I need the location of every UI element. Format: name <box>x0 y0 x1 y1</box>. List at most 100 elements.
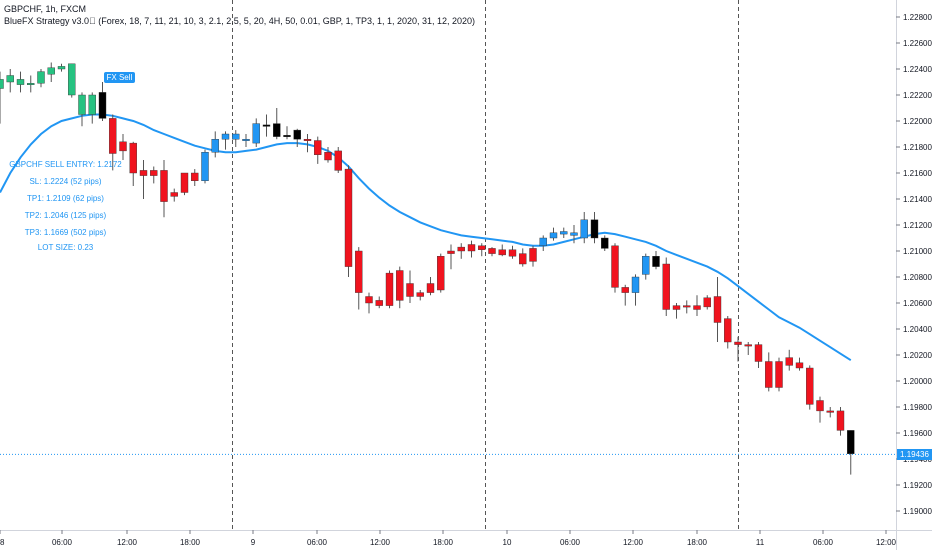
candle-body <box>57 66 66 70</box>
candle-body <box>529 248 537 262</box>
candle-body <box>498 249 506 256</box>
candles <box>0 62 855 475</box>
candle-body <box>457 246 465 252</box>
candle-body <box>478 245 486 250</box>
time-tick-label: 06:00 <box>307 538 328 547</box>
time-tick-label: 11 <box>756 538 765 547</box>
candle-body <box>785 357 793 366</box>
candle-body <box>109 118 117 154</box>
time-tick-label: 12:00 <box>876 538 897 547</box>
price-tick-label: 1.21000 <box>903 247 932 256</box>
candle-body <box>621 287 629 293</box>
candle-body <box>795 362 804 369</box>
time-tick-label: 06:00 <box>560 538 581 547</box>
candle-body <box>467 244 476 252</box>
candle-body <box>232 133 240 140</box>
tp2-text: TP2: 1.2046 (125 pips) <box>24 211 107 220</box>
time-tick-label: 12:00 <box>370 538 391 547</box>
candle-body <box>283 135 291 138</box>
time-tick-label: 06:00 <box>52 538 73 547</box>
candle-body <box>426 283 435 293</box>
price-tick-label: 1.19200 <box>903 481 932 490</box>
candle-body <box>47 67 55 75</box>
candle-body <box>642 256 650 275</box>
time-tick-label: 18:00 <box>180 538 201 547</box>
candle-body <box>560 231 568 235</box>
session-separators <box>232 0 739 530</box>
indicator-title[interactable]: BlueFX Strategy v3.0⃝ (Forex, 18, 7, 11,… <box>4 16 476 26</box>
candle-body <box>611 245 619 288</box>
candle-body <box>252 123 260 144</box>
price-tick-label: 1.21200 <box>903 221 932 230</box>
candle-body <box>508 249 517 257</box>
candle-body <box>816 400 824 412</box>
candle-body <box>334 150 342 171</box>
candle-body <box>139 170 148 176</box>
candle-body <box>601 237 609 249</box>
candle-body <box>365 296 373 304</box>
price-tick-label: 1.22000 <box>903 117 932 126</box>
candle-body <box>754 344 763 362</box>
candle-body <box>826 410 834 413</box>
candle-body <box>385 272 394 306</box>
candle-body <box>396 270 404 301</box>
price-tick-label: 1.20800 <box>903 273 932 282</box>
ma-polyline <box>0 113 852 362</box>
candle-body <box>88 94 96 115</box>
candle-body <box>314 140 322 156</box>
candle-body <box>631 276 640 293</box>
time-axis[interactable]: 8 06:00 12:00 18:00 9 06:00 12:00 18:00 10 06:00 1… <box>0 530 897 547</box>
time-tick-label: 06:00 <box>813 538 834 547</box>
candle-body <box>27 83 35 86</box>
price-tick-label: 1.22800 <box>903 13 932 22</box>
candle-body <box>744 344 752 347</box>
time-tick-label: 12:00 <box>117 538 138 547</box>
price-axis[interactable]: 1.22800 1.22600 1.22400 1.22200 1.22000 1.218… <box>896 13 932 516</box>
stop-loss-text: SL: 1.2224 (52 pips) <box>29 177 102 186</box>
candle-body <box>355 250 363 293</box>
candle-body <box>119 141 127 152</box>
price-tick-label: 1.22600 <box>903 39 932 48</box>
price-tick-label: 1.22400 <box>903 65 932 74</box>
candle-body <box>262 124 271 127</box>
price-tick-label: 1.19000 <box>903 507 932 516</box>
lot-size-text: LOT SIZE: 0.23 <box>37 243 94 252</box>
candle-body <box>590 219 599 239</box>
candle-body <box>416 292 424 297</box>
sell-entry-text: GBPCHF SELL ENTRY: 1.2172 <box>9 160 122 169</box>
sell-signal-label: FX Sell <box>103 72 136 83</box>
time-tick-label: 18:00 <box>433 538 454 547</box>
tp1-text: TP1: 1.2109 (62 pips) <box>27 194 104 203</box>
price-tick-label: 1.22200 <box>903 91 932 100</box>
candle-body <box>98 92 107 119</box>
candle-body <box>683 305 691 308</box>
price-tick-label: 1.19800 <box>903 403 932 412</box>
time-tick-label: 10 <box>503 538 512 547</box>
candle-body <box>375 300 383 306</box>
candle-body <box>765 361 773 388</box>
candle-body <box>775 361 783 388</box>
candle-body <box>713 296 722 323</box>
candle-body <box>488 248 496 254</box>
time-tick-label: 8 <box>0 538 5 547</box>
candle-body <box>180 172 189 193</box>
candle-body <box>191 172 199 181</box>
candle-body <box>150 170 158 176</box>
tp3-text: TP3: 1.1669 (502 pips) <box>24 228 107 237</box>
candle-body <box>662 263 670 310</box>
price-tick-label: 1.20000 <box>903 377 932 386</box>
price-tick-label: 1.21800 <box>903 143 932 152</box>
time-tick-label: 12:00 <box>623 538 644 547</box>
candle-body <box>0 79 4 89</box>
candle-body <box>170 192 178 197</box>
candle-body <box>293 129 301 140</box>
candle-body <box>437 256 445 291</box>
candle-body <box>703 297 711 308</box>
candle-body <box>221 133 230 140</box>
candle-body <box>847 430 855 454</box>
time-tick-label: 9 <box>251 538 256 547</box>
candle-body <box>549 232 558 239</box>
candle-body <box>519 253 527 265</box>
candle-body <box>37 71 45 84</box>
